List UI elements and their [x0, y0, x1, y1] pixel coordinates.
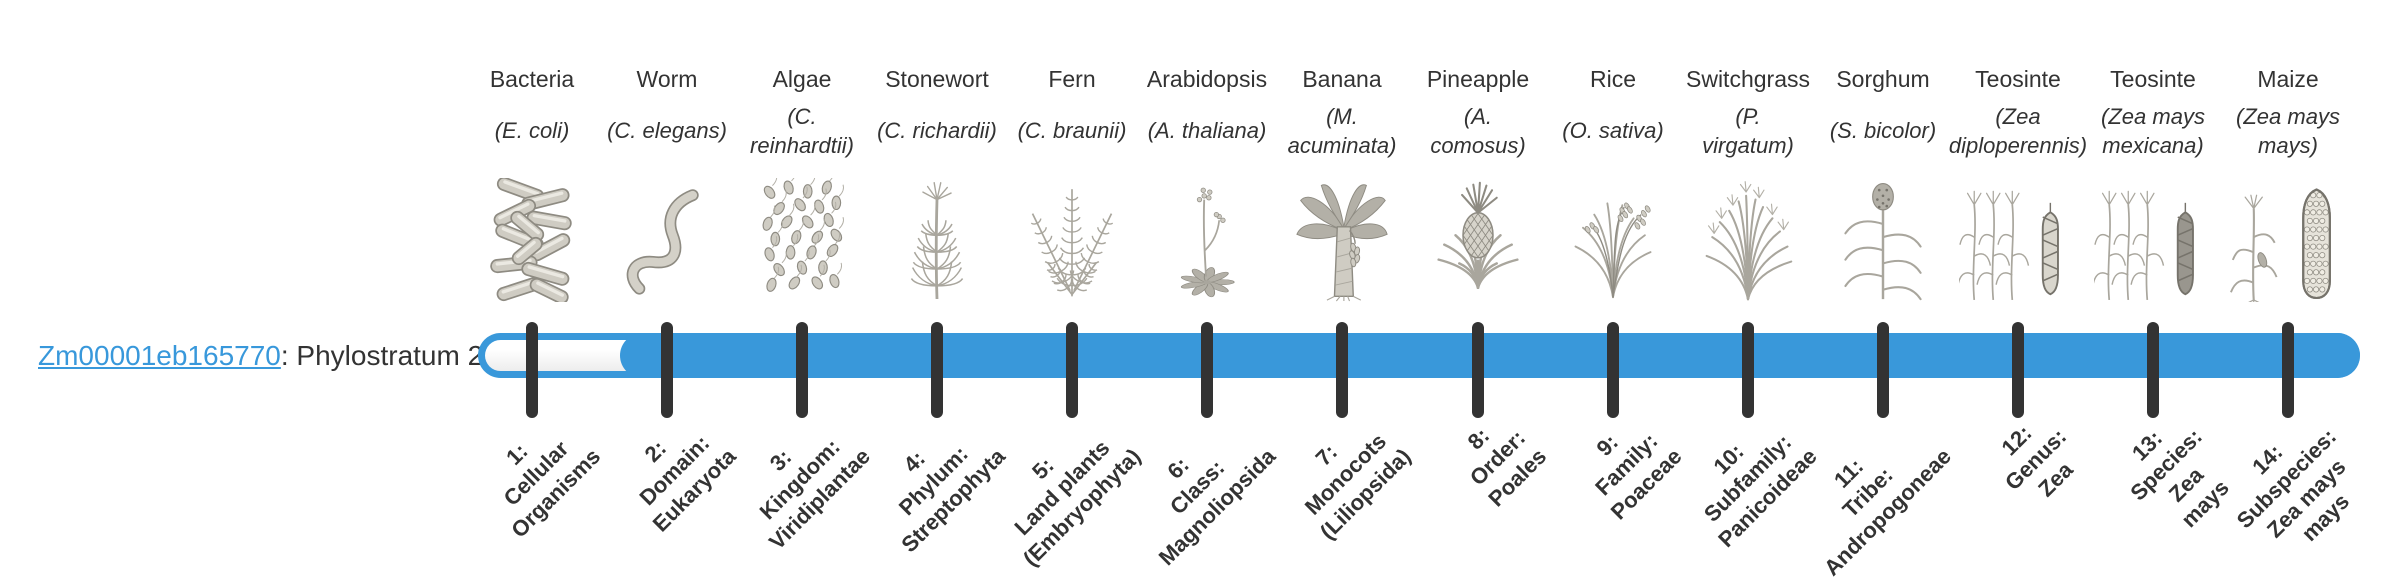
organism-common-name: Pineapple — [1426, 66, 1530, 92]
phylostratum-column: Algae (C. reinhardtii) 3: Kingdom: Virid… — [734, 0, 875, 580]
phylostratum-column: Switchgrass (P. virgatum) 10: Subfamily:… — [1680, 0, 1821, 580]
phylostratum-tick — [526, 322, 538, 418]
switchgrass-icon — [1701, 170, 1795, 302]
phylostratum-tick — [2147, 322, 2159, 418]
rice-icon — [1568, 170, 1658, 302]
track-filled-segment — [620, 333, 2360, 378]
teosinte-mexicana-icon — [2094, 170, 2212, 302]
phylostratum-column: Sorghum (S. bicolor) 11: Tribe: Andropog… — [1815, 0, 1956, 580]
organism-scientific-name: (M. acuminata) — [1287, 103, 1397, 158]
organism-common-name: Switchgrass — [1686, 66, 1810, 92]
phylostratum-rank-label: 12: Genus: Zea — [1996, 420, 2078, 502]
organism-common-name: Worm — [636, 66, 698, 92]
phylostratum-rank-label: 8: Order: Poales — [1462, 422, 1551, 512]
organism-common-name: Algae — [772, 66, 832, 92]
phylostratum-column: Maize (Zea mays mays) 14: Subspecies: Ze… — [2220, 0, 2356, 580]
organism-scientific-name: (C. braunii) — [1017, 118, 1127, 144]
organism-scientific-name: (Zea mays mays) — [2236, 103, 2340, 158]
gene-phylostratum-text: : Phylostratum 2 — [280, 340, 484, 371]
maize-icon — [2229, 170, 2347, 302]
phylostratum-column: Arabidopsis (A. thaliana) 6: Class: Magn… — [1139, 0, 1280, 580]
organism-scientific-name: (Zea diploperennis) — [1948, 103, 2088, 158]
phylostratum-column: Teosinte (Zea diploperennis) 12: Genus: … — [1949, 0, 2087, 580]
gene-id-link[interactable]: Zm00001eb165770 — [38, 340, 281, 371]
phylostratum-track — [478, 333, 2360, 378]
teosinte-diploperennis-icon — [1959, 170, 2077, 302]
phylostratum-tick — [1336, 322, 1348, 418]
organism-scientific-name: (C. richardii) — [877, 118, 997, 144]
organism-common-name: Fern — [1048, 66, 1096, 92]
worm-icon — [624, 170, 710, 302]
phylostratum-tick — [1877, 322, 1889, 418]
phylostratum-column: Rice (O. sativa) 9: Family: Poaceae — [1545, 0, 1686, 580]
organism-scientific-name: (A. comosus) — [1430, 103, 1526, 158]
phylostratum-tick — [2282, 322, 2294, 418]
organism-common-name: Stonewort — [885, 66, 989, 92]
gene-label: Zm00001eb165770: Phylostratum 2 — [38, 340, 483, 372]
phylostratum-tick — [1201, 322, 1213, 418]
phylostratum-rank-label: 2: Domain: Eukaryota — [634, 430, 740, 537]
phylostratum-tick — [931, 322, 943, 418]
organism-common-name: Maize — [2257, 66, 2319, 92]
banana-icon — [1295, 170, 1389, 302]
organism-common-name: Bacteria — [489, 66, 575, 92]
organism-common-name: Sorghum — [1836, 66, 1930, 92]
organism-scientific-name: (C. elegans) — [607, 118, 727, 144]
organism-scientific-name: (P. virgatum) — [1702, 103, 1794, 158]
pineapple-icon — [1433, 170, 1523, 302]
phylostratum-rank-label: 5: Land plants (Embryophyta) — [1009, 435, 1145, 571]
phylostratum-column: Worm (C. elegans) 2: Domain: Eukaryota — [599, 0, 740, 580]
organism-scientific-name: (O. sativa) — [1562, 118, 1664, 144]
phylostratum-rank-label: 14: Subspecies: Zea mays mays — [2232, 423, 2355, 546]
phylostratum-rank-label: 3: Kingdom: Viridiplantae — [755, 434, 875, 555]
phylostratum-rank-label: 7: Monocots (Liliopsida) — [1299, 428, 1415, 544]
organism-common-name: Teosinte — [1975, 66, 2061, 92]
phylostratum-tick — [1607, 322, 1619, 418]
stonewort-icon — [892, 170, 982, 302]
phylostratum-tick — [1742, 322, 1754, 418]
phylostratum-tick — [2012, 322, 2024, 418]
phylostratum-rank-label: 4: Phylum: Streptophyta — [894, 441, 1010, 557]
organism-scientific-name: (Zea mays mexicana) — [2101, 103, 2205, 158]
organism-scientific-name: (C. reinhardtii) — [750, 103, 854, 158]
organism-common-name: Arabidopsis — [1146, 66, 1268, 92]
phylostratum-tick — [1472, 322, 1484, 418]
bacteria-icon — [489, 170, 575, 302]
sorghum-icon — [1836, 170, 1930, 302]
organism-common-name: Banana — [1302, 66, 1382, 92]
organism-common-name: Teosinte — [2110, 66, 2196, 92]
phylostratum-tick — [796, 322, 808, 418]
algae-icon — [758, 170, 846, 302]
organism-scientific-name: (S. bicolor) — [1829, 118, 1937, 144]
phylostratum-tick — [661, 322, 673, 418]
phylostratum-rank-label: 9: Family: Poaceae — [1590, 428, 1686, 525]
phylostratum-rank-label: 1: Cellular Organisms — [498, 436, 605, 543]
phylostratum-column: Fern (C. braunii) 5: Land plants (Embryo… — [1004, 0, 1144, 580]
phylostratum-rank-label: 6: Class: Magnoliopsida — [1153, 443, 1280, 570]
phylostratum-column: Pineapple (A. comosus) 8: Order: Poales — [1410, 0, 1551, 580]
fern-icon — [1025, 170, 1119, 302]
phylostratum-tick — [1066, 322, 1078, 418]
phylostratum-column: Teosinte (Zea mays mexicana) 13: Species… — [2085, 0, 2233, 580]
organism-scientific-name: (A. thaliana) — [1147, 118, 1267, 144]
phylostratum-column: Bacteria (E. coli) 1: Cellular Organisms — [464, 0, 605, 580]
organism-scientific-name: (E. coli) — [494, 118, 570, 144]
arabidopsis-icon — [1162, 170, 1252, 302]
phylostratum-column: Banana (M. acuminata) 7: Monocots (Lilio… — [1274, 0, 1415, 580]
phylostratum-column: Stonewort (C. richardii) 4: Phylum: Stre… — [869, 0, 1010, 580]
organism-common-name: Rice — [1589, 66, 1636, 92]
